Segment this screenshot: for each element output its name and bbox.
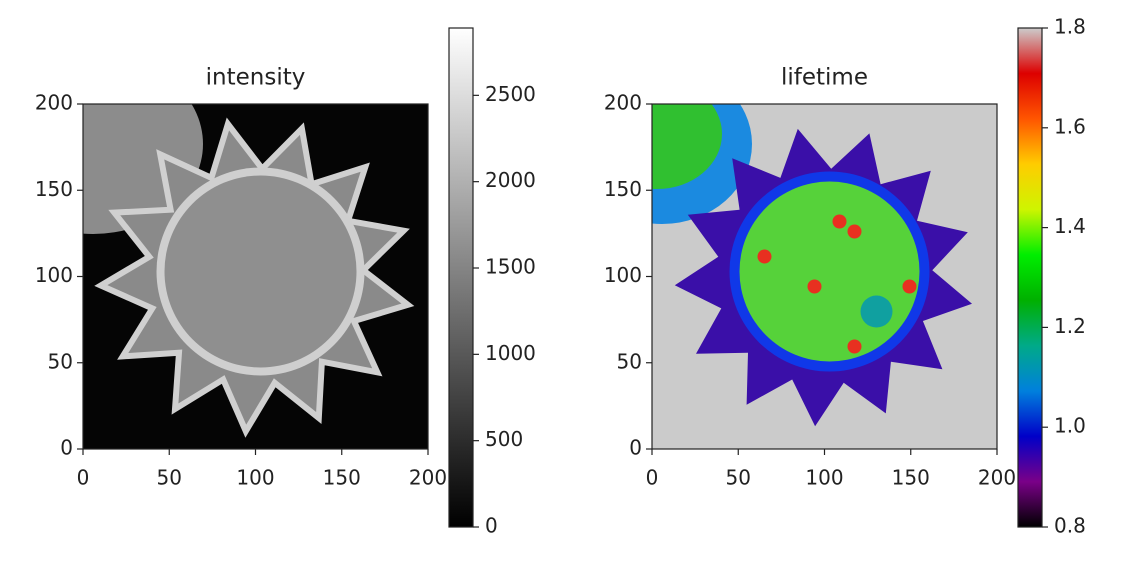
x-tick-label: 50	[157, 466, 182, 490]
image	[652, 104, 997, 449]
x-tick-label: 0	[77, 466, 90, 490]
colorbar-tick-label: 1.0	[1054, 414, 1086, 438]
y-tick-label: 150	[35, 177, 73, 201]
colorbar-tick-label: 2500	[485, 82, 536, 106]
x-tick-label: 150	[323, 466, 361, 490]
colorbar-tick-label: 0	[485, 514, 498, 538]
image	[83, 104, 428, 449]
x-tick-label: 100	[805, 466, 843, 490]
y-tick-label: 50	[617, 349, 642, 373]
colorbar-tick-label: 1.4	[1054, 214, 1086, 238]
x-tick-label: 50	[726, 466, 751, 490]
y-tick-label: 50	[48, 349, 73, 373]
hot-spot	[807, 279, 822, 294]
colorbar-tick-label: 1.8	[1054, 15, 1086, 39]
blob-core	[652, 104, 722, 189]
y-tick-label: 150	[604, 177, 642, 201]
chart-title: lifetime	[781, 65, 868, 91]
colorbar	[448, 27, 474, 528]
x-tick-label: 200	[409, 466, 447, 490]
y-tick-label: 0	[629, 436, 642, 460]
cell-body	[164, 175, 357, 368]
x-tick-label: 0	[646, 466, 659, 490]
chart-title: intensity	[206, 65, 306, 91]
x-tick-label: 150	[892, 466, 930, 490]
y-tick-label: 100	[604, 263, 642, 287]
hot-spot	[847, 339, 862, 354]
colorbar-tick-label: 500	[485, 427, 523, 451]
y-tick-label: 100	[35, 263, 73, 287]
cell-body	[739, 181, 920, 362]
colorbar-tick-label: 0.8	[1054, 514, 1086, 538]
colorbar-tick-label: 2000	[485, 168, 536, 192]
x-tick-label: 200	[978, 466, 1016, 490]
cell-spot	[860, 295, 893, 328]
colorbar-tick-label: 1.2	[1054, 314, 1086, 338]
colorbar-tick-label: 1.6	[1054, 114, 1086, 138]
y-tick-label: 0	[60, 436, 73, 460]
colorbar-tick-label: 1000	[485, 341, 536, 365]
colorbar	[1017, 27, 1043, 528]
hot-spot	[757, 249, 772, 264]
y-tick-label: 200	[604, 91, 642, 115]
hot-spot	[832, 214, 847, 229]
x-tick-label: 100	[236, 466, 274, 490]
y-tick-label: 200	[35, 91, 73, 115]
colorbar-tick-label: 1500	[485, 255, 536, 279]
hot-spot	[902, 279, 917, 294]
hot-spot	[847, 224, 862, 239]
